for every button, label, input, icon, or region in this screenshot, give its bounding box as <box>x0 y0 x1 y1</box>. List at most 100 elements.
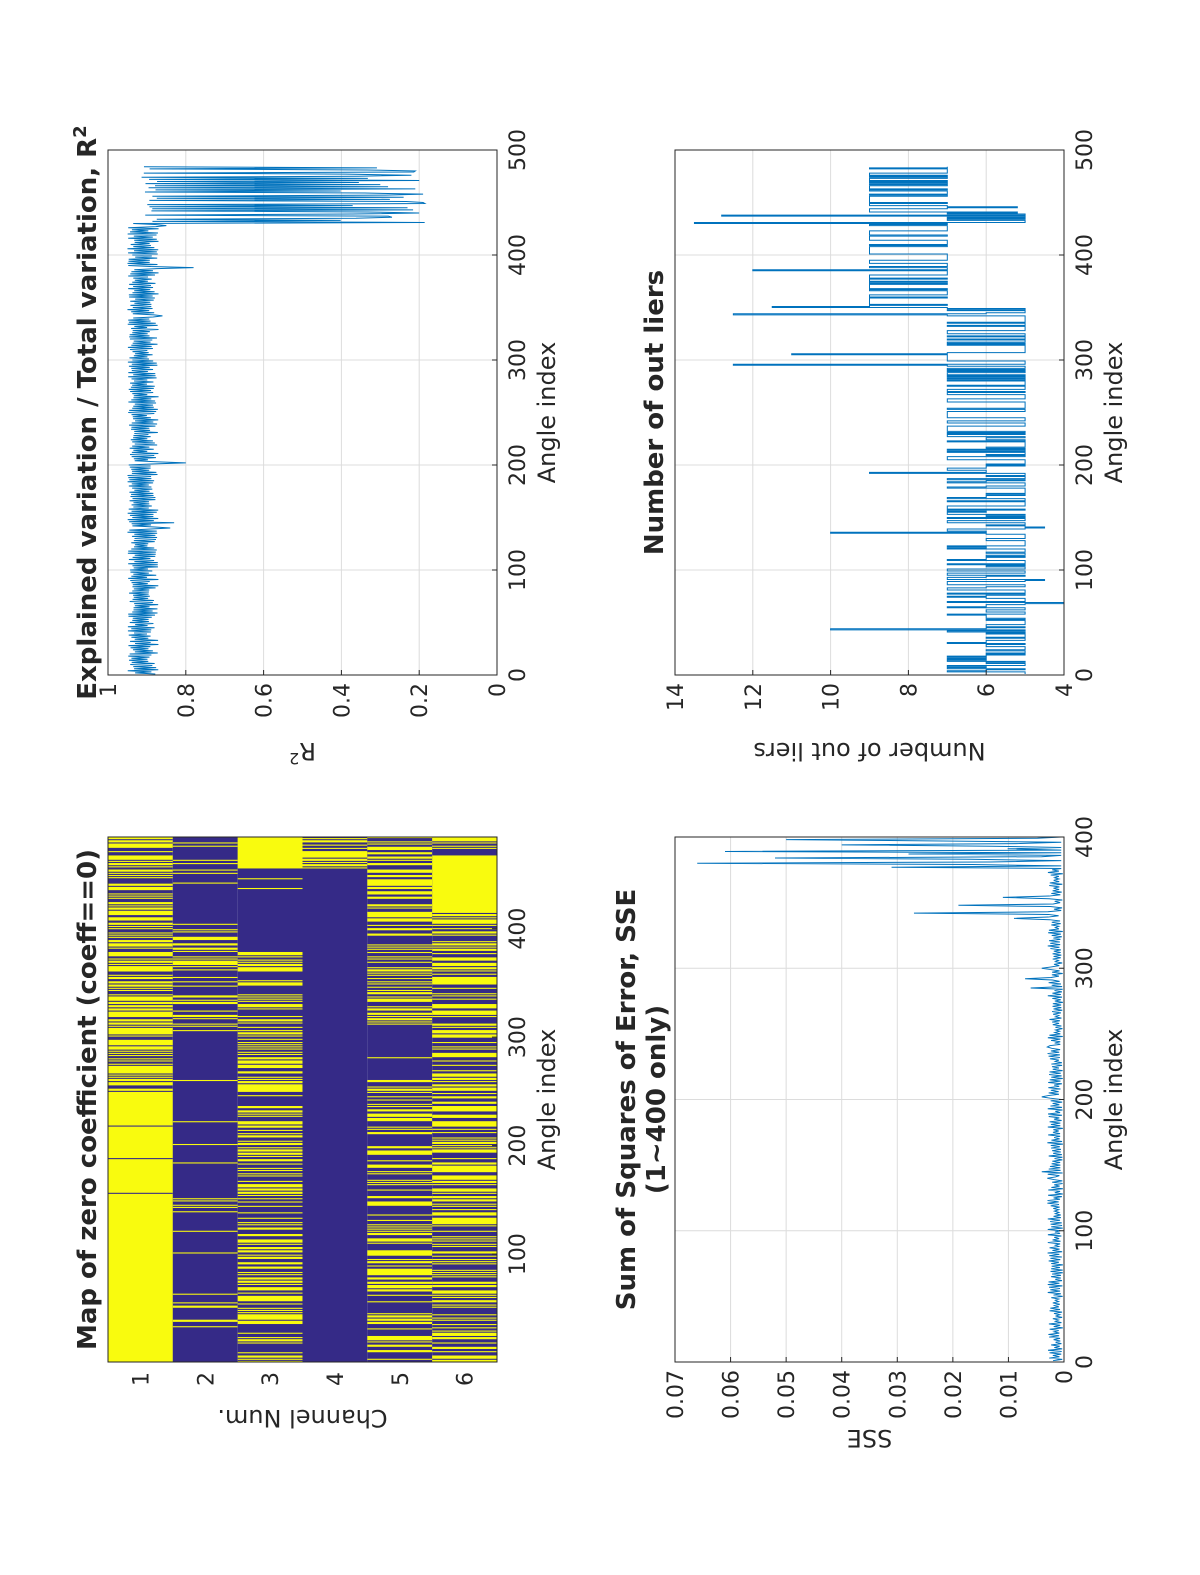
heatmap-cell <box>367 841 433 843</box>
heatmap-cell <box>237 1170 303 1172</box>
heatmap-cell <box>237 1152 303 1155</box>
heatmap-cell <box>367 1230 433 1232</box>
sse-y-tick-label: 0.04 <box>831 1370 856 1419</box>
heatmap-cell <box>432 1332 497 1336</box>
heatmap-cell <box>172 966 238 968</box>
heatmap-cell <box>108 1074 173 1076</box>
heatmap-cell <box>172 1121 238 1123</box>
heatmap-cell <box>237 1247 303 1250</box>
heatmap-cell <box>367 859 433 861</box>
heatmap-cell <box>108 1022 173 1025</box>
heatmap-cell <box>108 1001 173 1005</box>
heatmap-cell <box>432 1251 497 1254</box>
heatmap-cell <box>432 1337 497 1340</box>
heatmap-cell <box>108 974 173 976</box>
heatmap-cell <box>302 844 368 846</box>
heatmap-cell <box>108 872 173 874</box>
heatmap-cell <box>432 943 497 946</box>
heatmap-cell <box>237 1051 303 1053</box>
heatmap-cell <box>172 1001 238 1005</box>
heatmap-cell <box>237 1295 303 1302</box>
heatmap-cell <box>172 950 238 952</box>
heatmap-cell <box>367 1018 433 1021</box>
heatmap-cell <box>432 1327 497 1329</box>
heatmap-cell <box>432 1192 497 1194</box>
heatmap-cell <box>237 980 303 982</box>
heatmap-cell <box>108 869 173 872</box>
heatmap-cell <box>108 925 173 928</box>
heatmap-cell <box>108 883 173 886</box>
heatmap-cell <box>367 911 433 918</box>
heatmap-cell <box>172 981 238 983</box>
heatmap-cell <box>432 998 497 1000</box>
heatmap-cell <box>367 907 433 909</box>
heatmap-cell <box>237 1332 303 1334</box>
heatmap-cell <box>237 1084 303 1092</box>
heatmap-cell <box>432 1048 497 1050</box>
heatmap-cell <box>237 1060 303 1064</box>
heatmap-cell <box>367 986 433 988</box>
heatmap-cell <box>108 960 173 963</box>
heatmap-cell <box>108 966 173 972</box>
zero-coeff-map-panel: 100 200 300 400 1 2 3 4 5 6 Angle index Channel Num… <box>73 836 561 1432</box>
heatmap-cell <box>367 956 433 958</box>
heatmap-cell <box>237 1035 303 1037</box>
heatmap-cell <box>172 976 238 979</box>
heatmap-cell <box>172 872 238 874</box>
heatmap-cell <box>367 1315 433 1318</box>
heatmap-cell <box>432 1281 497 1284</box>
heatmap-cell <box>172 1293 238 1295</box>
heatmap-cell <box>237 1110 303 1113</box>
heatmap-cell <box>432 845 497 847</box>
heatmap-cell <box>432 1114 497 1118</box>
heatmap-cell <box>237 1022 303 1024</box>
heatmap-cell <box>432 1042 497 1044</box>
outliers-y-tick-label: 10 <box>820 683 845 711</box>
heatmap-cell <box>108 1050 173 1052</box>
heatmap-cell <box>108 1159 173 1193</box>
heatmap-cell <box>432 967 497 970</box>
heatmap-cell <box>432 1084 497 1087</box>
heatmap-cell <box>367 1189 433 1191</box>
heatmap-cell <box>237 1234 303 1237</box>
heatmap-cell <box>367 978 433 980</box>
heatmap-cell <box>237 1342 303 1344</box>
heatmap-cell <box>367 1318 433 1321</box>
heatmap-cell <box>108 1058 173 1060</box>
heatmap-cell <box>432 1145 497 1147</box>
heatmap-cell <box>172 969 238 971</box>
heatmap-cell <box>432 941 497 943</box>
heatmap-cell <box>432 1300 497 1303</box>
heatmap-cell <box>367 879 433 886</box>
heatmap-cell <box>367 1023 433 1025</box>
heatmap-cell <box>172 845 238 847</box>
heatmap-cell <box>108 943 173 947</box>
heatmap-cell <box>432 1030 497 1034</box>
heatmap-cell <box>237 1314 303 1320</box>
heatmap-cell <box>108 886 173 891</box>
sse-title: Sum of Squares of Error, SSE <box>612 889 642 1310</box>
outliers-y-tick-label: 8 <box>897 683 922 697</box>
heatmap-cell <box>432 1261 497 1263</box>
heatmap-cell <box>367 924 433 926</box>
heatmap-cell <box>367 1126 433 1128</box>
heatmap-cell <box>108 963 173 965</box>
heatmap-cell <box>367 1226 433 1228</box>
heatmap-cell <box>237 1307 303 1309</box>
heatmap-cell <box>108 1052 173 1054</box>
heatmap-cell <box>172 931 238 933</box>
r2-y-tick-label: 0.6 <box>253 683 278 718</box>
heatmap-cell <box>432 1158 497 1160</box>
heatmap-cell <box>237 1064 303 1069</box>
sse-x-tick-label: 100 <box>1073 1210 1098 1252</box>
heatmap-cell <box>108 917 173 921</box>
heatmap-cell <box>432 946 497 948</box>
heatmap-cell <box>367 1146 433 1149</box>
heatmap-cell <box>432 1355 497 1359</box>
heatmap-cell <box>172 1230 238 1232</box>
heatmap-cell <box>367 958 433 960</box>
r2-x-tick-label: 500 <box>506 129 531 171</box>
heatmap-cell <box>237 1283 303 1285</box>
heatmap-cell <box>367 1106 433 1108</box>
